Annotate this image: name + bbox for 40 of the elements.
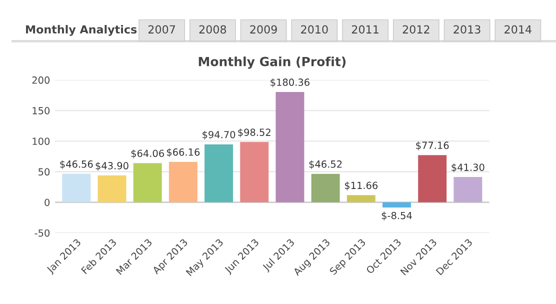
bar bbox=[98, 175, 126, 202]
y-tick-label: 0 bbox=[44, 198, 50, 206]
data-label: $180.36 bbox=[270, 78, 310, 88]
data-label: $66.16 bbox=[166, 148, 200, 158]
text: 2007 bbox=[148, 25, 175, 34]
y-tick-label: 150 bbox=[32, 107, 50, 114]
text: 2011 bbox=[352, 25, 378, 34]
bar bbox=[311, 174, 340, 202]
text: 2009 bbox=[250, 25, 277, 34]
y-tick-label: -50 bbox=[34, 229, 50, 237]
bar bbox=[418, 155, 447, 202]
bar bbox=[62, 174, 91, 202]
data-label: $98.52 bbox=[238, 128, 270, 138]
data-label: $-8.54 bbox=[382, 212, 412, 220]
bar bbox=[382, 202, 411, 208]
bar bbox=[276, 92, 304, 202]
data-label: $94.70 bbox=[202, 130, 236, 140]
text: 2014 bbox=[504, 25, 532, 34]
bar bbox=[133, 163, 162, 202]
text: 2013 bbox=[454, 25, 480, 34]
bar bbox=[204, 144, 234, 202]
data-label: $41.30 bbox=[452, 163, 484, 172]
y-tick-label: 100 bbox=[32, 138, 50, 145]
bar bbox=[346, 195, 376, 202]
text: 2008 bbox=[199, 25, 226, 34]
y-tick-label: 50 bbox=[38, 168, 50, 176]
data-label: $64.06 bbox=[131, 150, 164, 158]
chart-title: Monthly Gain (Profit) bbox=[198, 56, 346, 69]
bar bbox=[454, 177, 482, 202]
text: Monthly Analytics bbox=[26, 24, 137, 36]
data-label: $46.56 bbox=[60, 160, 93, 170]
data-label: $46.52 bbox=[309, 160, 342, 170]
text: 2010 bbox=[301, 25, 328, 34]
bar bbox=[168, 162, 198, 202]
data-label: $77.16 bbox=[416, 142, 449, 150]
text: 2012 bbox=[402, 25, 430, 34]
y-tick-label: 200 bbox=[32, 76, 50, 84]
data-label: $11.66 bbox=[344, 182, 378, 190]
bar bbox=[240, 142, 269, 202]
data-label: $43.90 bbox=[96, 162, 128, 171]
